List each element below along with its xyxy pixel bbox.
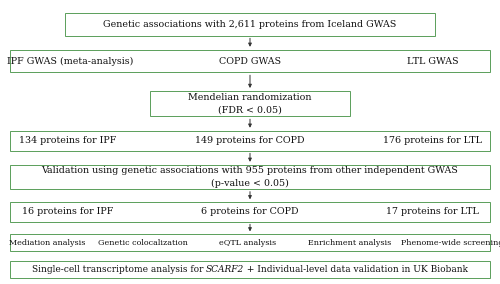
FancyBboxPatch shape <box>10 131 490 151</box>
Text: Mendelian randomization
(FDR < 0.05): Mendelian randomization (FDR < 0.05) <box>188 93 312 114</box>
Text: 134 proteins for IPF: 134 proteins for IPF <box>19 136 116 145</box>
Text: eQTL analysis: eQTL analysis <box>219 239 276 247</box>
Text: + Individual-level data validation in UK Biobank: + Individual-level data validation in UK… <box>244 265 468 274</box>
Text: Validation using genetic associations with 955 proteins from other independent G: Validation using genetic associations wi… <box>42 166 459 188</box>
FancyBboxPatch shape <box>65 13 435 36</box>
FancyBboxPatch shape <box>10 261 490 278</box>
Text: Single-cell transcriptome analysis for: Single-cell transcriptome analysis for <box>32 265 206 274</box>
Text: Phenome-wide screening: Phenome-wide screening <box>401 239 500 247</box>
Text: Genetic colocalization: Genetic colocalization <box>98 239 188 247</box>
Text: 17 proteins for LTL: 17 proteins for LTL <box>386 207 479 216</box>
Text: Genetic associations with 2,611 proteins from Iceland GWAS: Genetic associations with 2,611 proteins… <box>104 20 397 29</box>
Text: Enrichment analysis: Enrichment analysis <box>308 239 392 247</box>
Text: 16 proteins for IPF: 16 proteins for IPF <box>22 207 113 216</box>
Text: IPF GWAS (meta-analysis): IPF GWAS (meta-analysis) <box>7 57 133 66</box>
Text: 6 proteins for COPD: 6 proteins for COPD <box>201 207 299 216</box>
Text: 176 proteins for LTL: 176 proteins for LTL <box>383 136 482 145</box>
FancyBboxPatch shape <box>150 91 350 116</box>
FancyBboxPatch shape <box>10 234 490 251</box>
FancyBboxPatch shape <box>10 165 490 189</box>
Text: Mediation analysis: Mediation analysis <box>10 239 86 247</box>
Text: SCARF2: SCARF2 <box>206 265 244 274</box>
Text: 149 proteins for COPD: 149 proteins for COPD <box>195 136 305 145</box>
Text: LTL GWAS: LTL GWAS <box>406 57 459 66</box>
Text: COPD GWAS: COPD GWAS <box>219 57 281 66</box>
FancyBboxPatch shape <box>10 50 490 72</box>
FancyBboxPatch shape <box>10 202 490 222</box>
